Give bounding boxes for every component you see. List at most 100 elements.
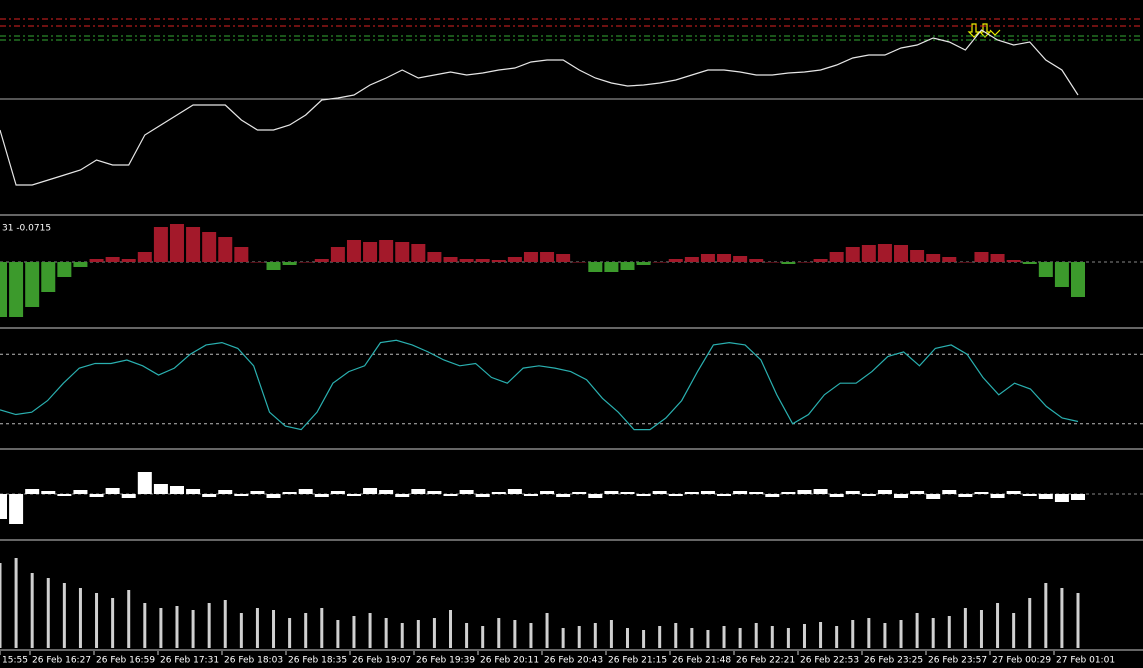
bar [73, 262, 88, 267]
bar [288, 618, 292, 648]
time-label: 26 Feb 20:11 [480, 656, 539, 666]
bar [845, 247, 860, 262]
bar [384, 618, 388, 648]
bar [690, 628, 694, 648]
bar [298, 489, 313, 494]
bar [899, 620, 903, 648]
bar [684, 257, 699, 262]
bar [1044, 583, 1048, 648]
bar [395, 242, 410, 262]
bar [368, 613, 372, 648]
bar [427, 252, 442, 262]
time-label: 26 Feb 23:57 [928, 656, 987, 666]
bar [41, 491, 56, 494]
bar [89, 494, 104, 497]
bar [272, 610, 276, 648]
bar [475, 494, 490, 497]
bar [41, 262, 56, 292]
bar [1022, 262, 1037, 264]
bar [330, 247, 345, 262]
bar [540, 252, 555, 262]
bar [282, 492, 297, 494]
bar [926, 494, 941, 499]
bar [717, 494, 732, 496]
bar [352, 616, 356, 648]
bar [57, 494, 72, 496]
bar [443, 257, 458, 262]
bar [915, 613, 919, 648]
bar [266, 262, 281, 270]
bar [781, 262, 796, 264]
bar [443, 494, 458, 496]
bar [127, 590, 131, 648]
bar [620, 262, 635, 270]
time-label: 26 Feb 17:31 [160, 656, 219, 666]
time-label: 26 Feb 19:39 [416, 656, 475, 666]
bar [202, 232, 217, 262]
bar [25, 489, 40, 494]
bar [363, 242, 378, 262]
bar [894, 245, 909, 262]
bar [1028, 598, 1032, 648]
bar [186, 227, 201, 262]
bar [336, 620, 340, 648]
bar [320, 608, 324, 648]
bar [234, 247, 249, 262]
bar [910, 250, 925, 262]
time-label: 26 Feb 19:07 [352, 656, 411, 666]
bar [765, 494, 780, 497]
indicator-label: 31 -0.0715 [2, 224, 51, 234]
bar [877, 244, 892, 262]
bar [722, 626, 726, 648]
bar [540, 491, 555, 494]
bar [57, 262, 72, 277]
time-label: 26 Feb 18:35 [288, 656, 347, 666]
bar [89, 259, 104, 262]
bar [1006, 491, 1021, 494]
bar [572, 492, 587, 494]
bar [137, 472, 152, 494]
bar [604, 262, 619, 272]
bar [738, 628, 742, 648]
time-label: 26 Feb 21:48 [672, 656, 731, 666]
bar [1076, 593, 1080, 648]
bar [556, 494, 571, 497]
bar [845, 491, 860, 494]
bar [658, 626, 662, 648]
bar [239, 613, 243, 648]
bar [497, 618, 501, 648]
series-line [0, 29, 1079, 186]
bar [427, 491, 442, 494]
bar [363, 488, 378, 494]
bar [947, 616, 951, 648]
bar [175, 606, 179, 648]
bar [250, 491, 265, 494]
bar [861, 245, 876, 262]
bar [78, 588, 82, 648]
bar [121, 494, 136, 498]
bar [0, 494, 7, 519]
time-label: 27 Feb 00:29 [992, 656, 1051, 666]
bar [153, 484, 168, 494]
bar [523, 494, 538, 496]
bar [121, 259, 136, 262]
bar [561, 628, 565, 648]
bar [926, 254, 941, 262]
bar [400, 623, 404, 648]
bar [202, 494, 217, 497]
bar [491, 492, 506, 494]
bar [668, 259, 683, 262]
bar [942, 257, 957, 262]
bar [207, 603, 211, 648]
bar [593, 623, 597, 648]
bar [636, 262, 651, 265]
bar [1060, 588, 1064, 648]
bar [996, 603, 1000, 648]
bar [529, 623, 533, 648]
bar [700, 254, 715, 262]
bar [314, 494, 329, 497]
bar [963, 608, 967, 648]
bar [250, 262, 265, 263]
bar [282, 262, 297, 265]
